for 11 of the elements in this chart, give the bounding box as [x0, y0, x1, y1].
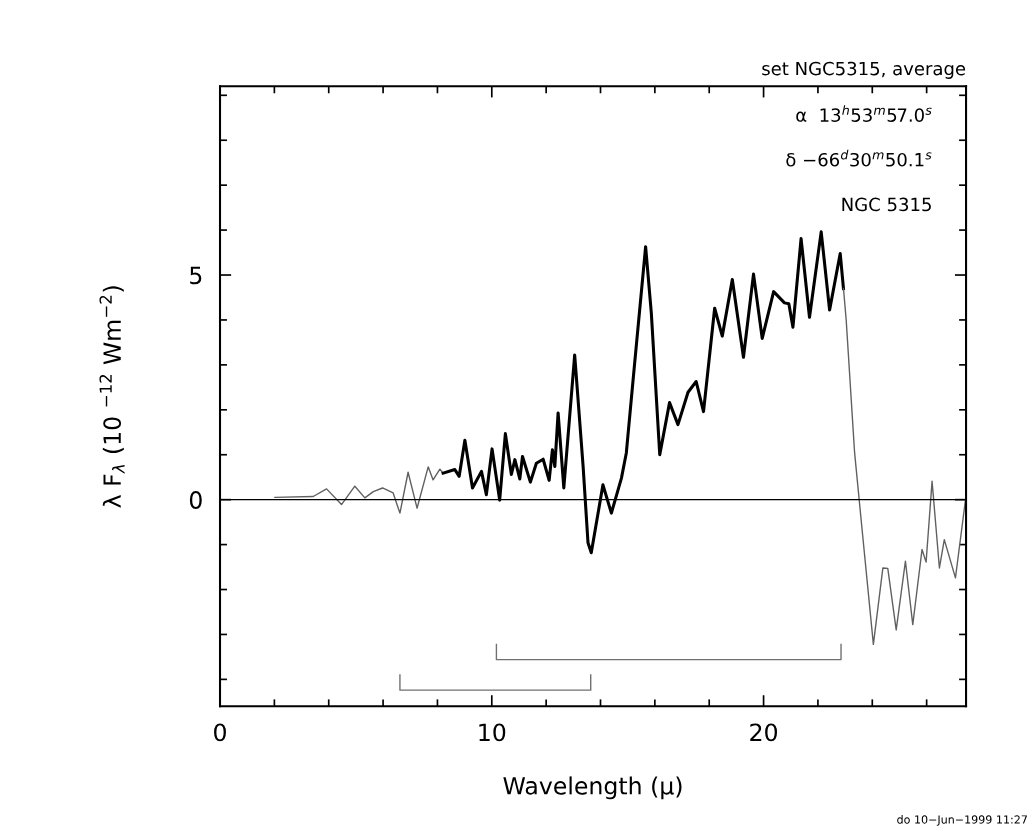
annotation: α 13$^{h}$53$^{m}$57.0$^{s}$ — [796, 105, 932, 122]
annotation: δ −66$^{d}$30$^{m}$50.1$^{s}$ — [786, 149, 932, 167]
x-tick-label: 10 — [479, 723, 506, 742]
x-axis-title: Wavelength (μ) — [503, 776, 682, 800]
y-tick-label: 5 — [190, 266, 202, 285]
x-tick-label: 20 — [750, 723, 778, 742]
y-axis-title: λ F$_{λ}$ (10 $^{−12}$ Wm$^{−2}$) — [99, 286, 125, 508]
x-tick-label: 0 — [214, 723, 226, 742]
text: set NGC5315, average — [762, 61, 966, 79]
annotation: NGC 5315 — [842, 197, 931, 212]
text: do 10−Jun−1999 11:27 — [897, 815, 1027, 826]
